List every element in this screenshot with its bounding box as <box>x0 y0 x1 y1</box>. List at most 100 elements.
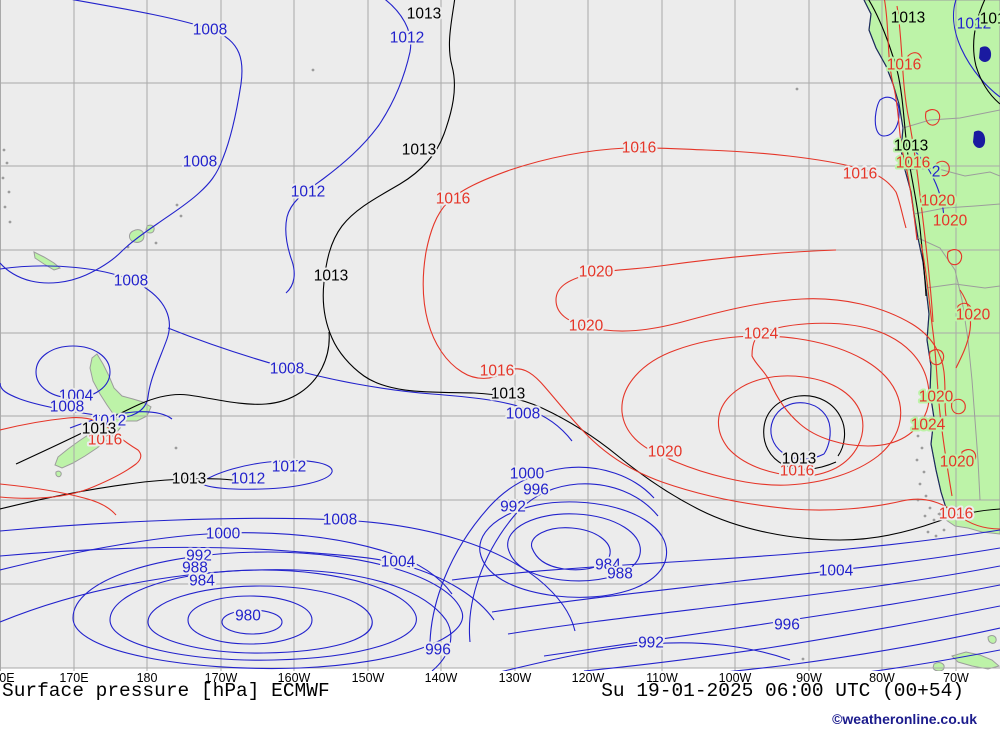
isobar-1008-hpa <box>451 529 1000 581</box>
isobar-label-1008: 1008 <box>114 273 148 290</box>
small-island <box>923 514 927 518</box>
isobar-1013-hpa <box>15 331 330 465</box>
isobar-1004-hpa <box>0 546 495 621</box>
isobar-label-1008: 1008 <box>270 361 304 378</box>
isobar-980-hpa <box>187 595 313 645</box>
isobar-1000-hpa <box>0 532 453 595</box>
small-island <box>3 205 7 209</box>
copyright-link[interactable]: ©weatheronline.co.uk <box>832 711 977 727</box>
isobar-label-996: 996 <box>425 642 451 659</box>
isobar-label-1013: 1013 <box>82 421 116 438</box>
isobar-1016-hpa <box>717 375 864 477</box>
isobar-label-1013: 1013 <box>407 6 441 23</box>
x-tick-label-110W: 110W <box>646 671 678 685</box>
island-se-3 <box>987 635 997 644</box>
country-border <box>902 109 1000 129</box>
isobar-label-1013: 1013 <box>402 142 436 159</box>
small-island <box>942 528 946 532</box>
isobar-label-1020: 1020 <box>919 389 954 406</box>
isobar-1024-hpa <box>751 322 930 447</box>
isobar-label-1012: 1012 <box>957 16 991 33</box>
isobar-1012-hpa <box>911 147 945 223</box>
isobar-984-hpa <box>147 585 373 654</box>
x-tick-label-180: 180 <box>137 671 158 685</box>
isobar-984-hpa <box>871 649 1000 671</box>
isobar-label-996: 996 <box>774 617 800 634</box>
isobar-1008-hpa <box>167 327 573 442</box>
small-island <box>2 148 6 152</box>
isobar-label-1020: 1020 <box>579 264 614 281</box>
isobar-label-1012: 1012 <box>92 413 126 430</box>
isobar-label-1008: 1008 <box>193 22 227 39</box>
small-island <box>918 482 922 486</box>
isobar-1012-hpa <box>69 411 173 429</box>
isobar-978-hpa <box>221 609 283 635</box>
isobar-label-1008: 1008 <box>50 399 84 416</box>
isobar-1016-hpa <box>0 417 142 499</box>
isobar-label-2: 2 <box>932 164 941 181</box>
isobar-label-988: 988 <box>182 560 208 577</box>
isobar-label-1016: 1016 <box>780 463 814 480</box>
isobar-label-1020: 1020 <box>940 454 975 471</box>
isobar-1020-hpa <box>896 5 934 323</box>
isobar-label-1013: 1013 <box>782 451 816 468</box>
isobar-1020-hpa <box>883 0 918 241</box>
isobar-contour-layer <box>0 0 1000 671</box>
x-tick-label-100W: 100W <box>719 671 752 685</box>
isobar-996-hpa <box>543 584 1000 657</box>
isobar-988-hpa <box>507 513 641 582</box>
island-se-2 <box>932 662 945 671</box>
isobar-label-1016: 1016 <box>436 191 470 208</box>
isobar-label-1012: 1012 <box>291 184 325 201</box>
country-border <box>904 167 1000 177</box>
small-island <box>154 241 158 245</box>
isobar-label-1000: 1000 <box>510 466 545 483</box>
isobar-996-hpa <box>0 569 452 671</box>
isobar-label-1008: 1008 <box>506 406 540 423</box>
isobar-1020-hpa <box>920 243 953 497</box>
isobar-1024-hpa <box>929 349 945 366</box>
isobar-label-1004: 1004 <box>819 563 854 580</box>
isobar-label-1004: 1004 <box>381 554 416 571</box>
isobar-label-992: 992 <box>500 499 526 516</box>
isobar-label-1016: 1016 <box>887 57 921 74</box>
isobar-1020-hpa <box>961 449 977 466</box>
isobar-1008-hpa <box>0 0 243 284</box>
isobar-1000-hpa <box>507 565 1000 635</box>
isobar-988-hpa <box>729 627 1000 671</box>
lake <box>979 46 992 62</box>
isobar-1008-hpa <box>0 265 170 419</box>
isobar-label-988: 988 <box>607 566 633 583</box>
isobar-label-1013: 1013 <box>894 138 928 155</box>
pacific-coastline <box>863 0 947 509</box>
isobar-1020-hpa <box>957 302 972 319</box>
isobar-label-1000: 1000 <box>206 526 241 543</box>
small-island <box>928 506 932 510</box>
isobar-992-hpa <box>501 642 791 671</box>
small-island <box>916 434 920 438</box>
x-tick-label-170E: 170E <box>59 671 88 685</box>
x-tick-label-160E: 160E <box>0 671 15 685</box>
isobar-1012-hpa <box>285 0 412 294</box>
x-tick-label-90W: 90W <box>796 671 822 685</box>
isobar-label-1008: 1008 <box>183 154 217 171</box>
isobar-992-hpa <box>72 551 464 670</box>
isobar-label-1012: 1012 <box>272 459 306 476</box>
small-island <box>179 214 183 218</box>
isobar-988-hpa <box>109 569 417 661</box>
nz-north-island <box>89 353 152 422</box>
isobar-label-1012: 1012 <box>390 30 424 47</box>
isobar-label-1024: 1024 <box>744 326 779 343</box>
isobar-label-layer: 1008101210131013101210131016100810121013… <box>48 4 1000 661</box>
isobar-1020-hpa <box>955 289 972 369</box>
small-island <box>795 87 799 91</box>
isobar-label-1016: 1016 <box>843 166 877 183</box>
isobar-label-1016: 1016 <box>480 363 514 380</box>
isobar-1020-hpa <box>621 335 902 486</box>
isobar-1013-hpa <box>763 395 846 470</box>
small-island <box>922 470 926 474</box>
isobar-label-984: 984 <box>189 573 215 590</box>
isobar-1020-hpa <box>555 249 947 417</box>
isobar-1008-hpa <box>770 402 831 460</box>
small-island <box>801 657 805 661</box>
